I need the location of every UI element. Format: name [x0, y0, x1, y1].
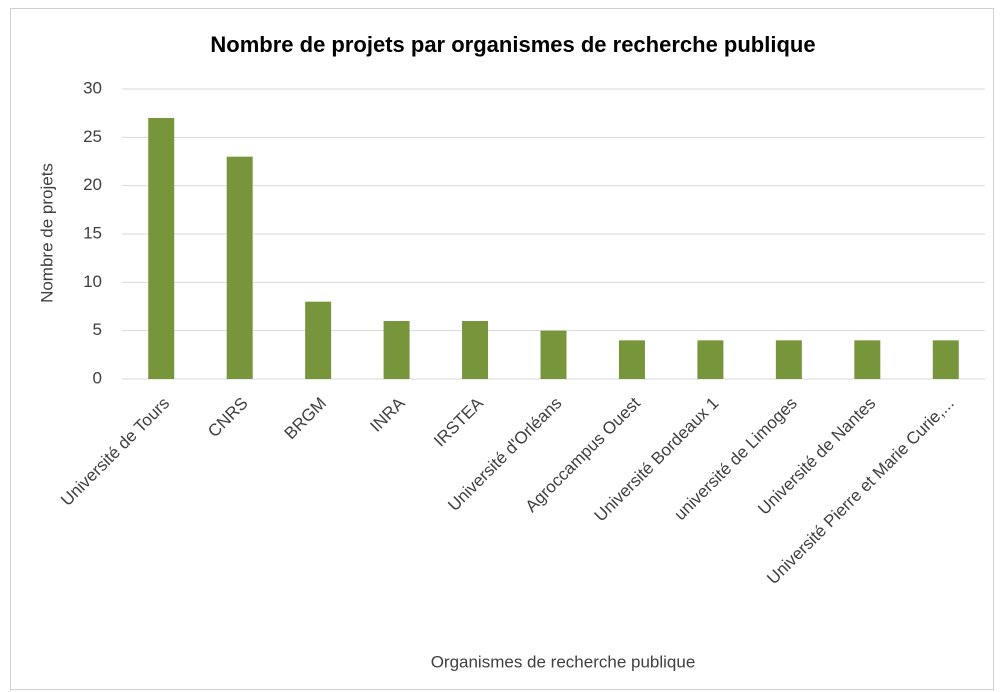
y-tick-label: 30	[83, 78, 102, 97]
bar	[697, 340, 724, 379]
bar	[226, 156, 253, 379]
bar	[854, 340, 881, 379]
bar	[305, 301, 332, 379]
bar	[932, 340, 959, 379]
y-tick-label: 10	[83, 272, 102, 291]
y-tick-label: 25	[83, 127, 102, 146]
y-axis-title: Nombre de projets	[37, 163, 56, 303]
y-tick-label: 20	[83, 175, 102, 194]
chart-title: Nombre de projets par organismes de rech…	[210, 32, 815, 57]
bar	[383, 321, 410, 379]
bar	[540, 330, 567, 379]
x-axis-title: Organismes de recherche publique	[431, 652, 696, 671]
bar	[148, 118, 175, 379]
y-tick-label: 15	[83, 223, 102, 242]
bar	[462, 321, 489, 379]
bar	[775, 340, 802, 379]
chart-border	[10, 8, 994, 690]
y-tick-label: 5	[93, 320, 102, 339]
bar	[618, 340, 645, 379]
y-tick-label: 0	[93, 368, 102, 387]
